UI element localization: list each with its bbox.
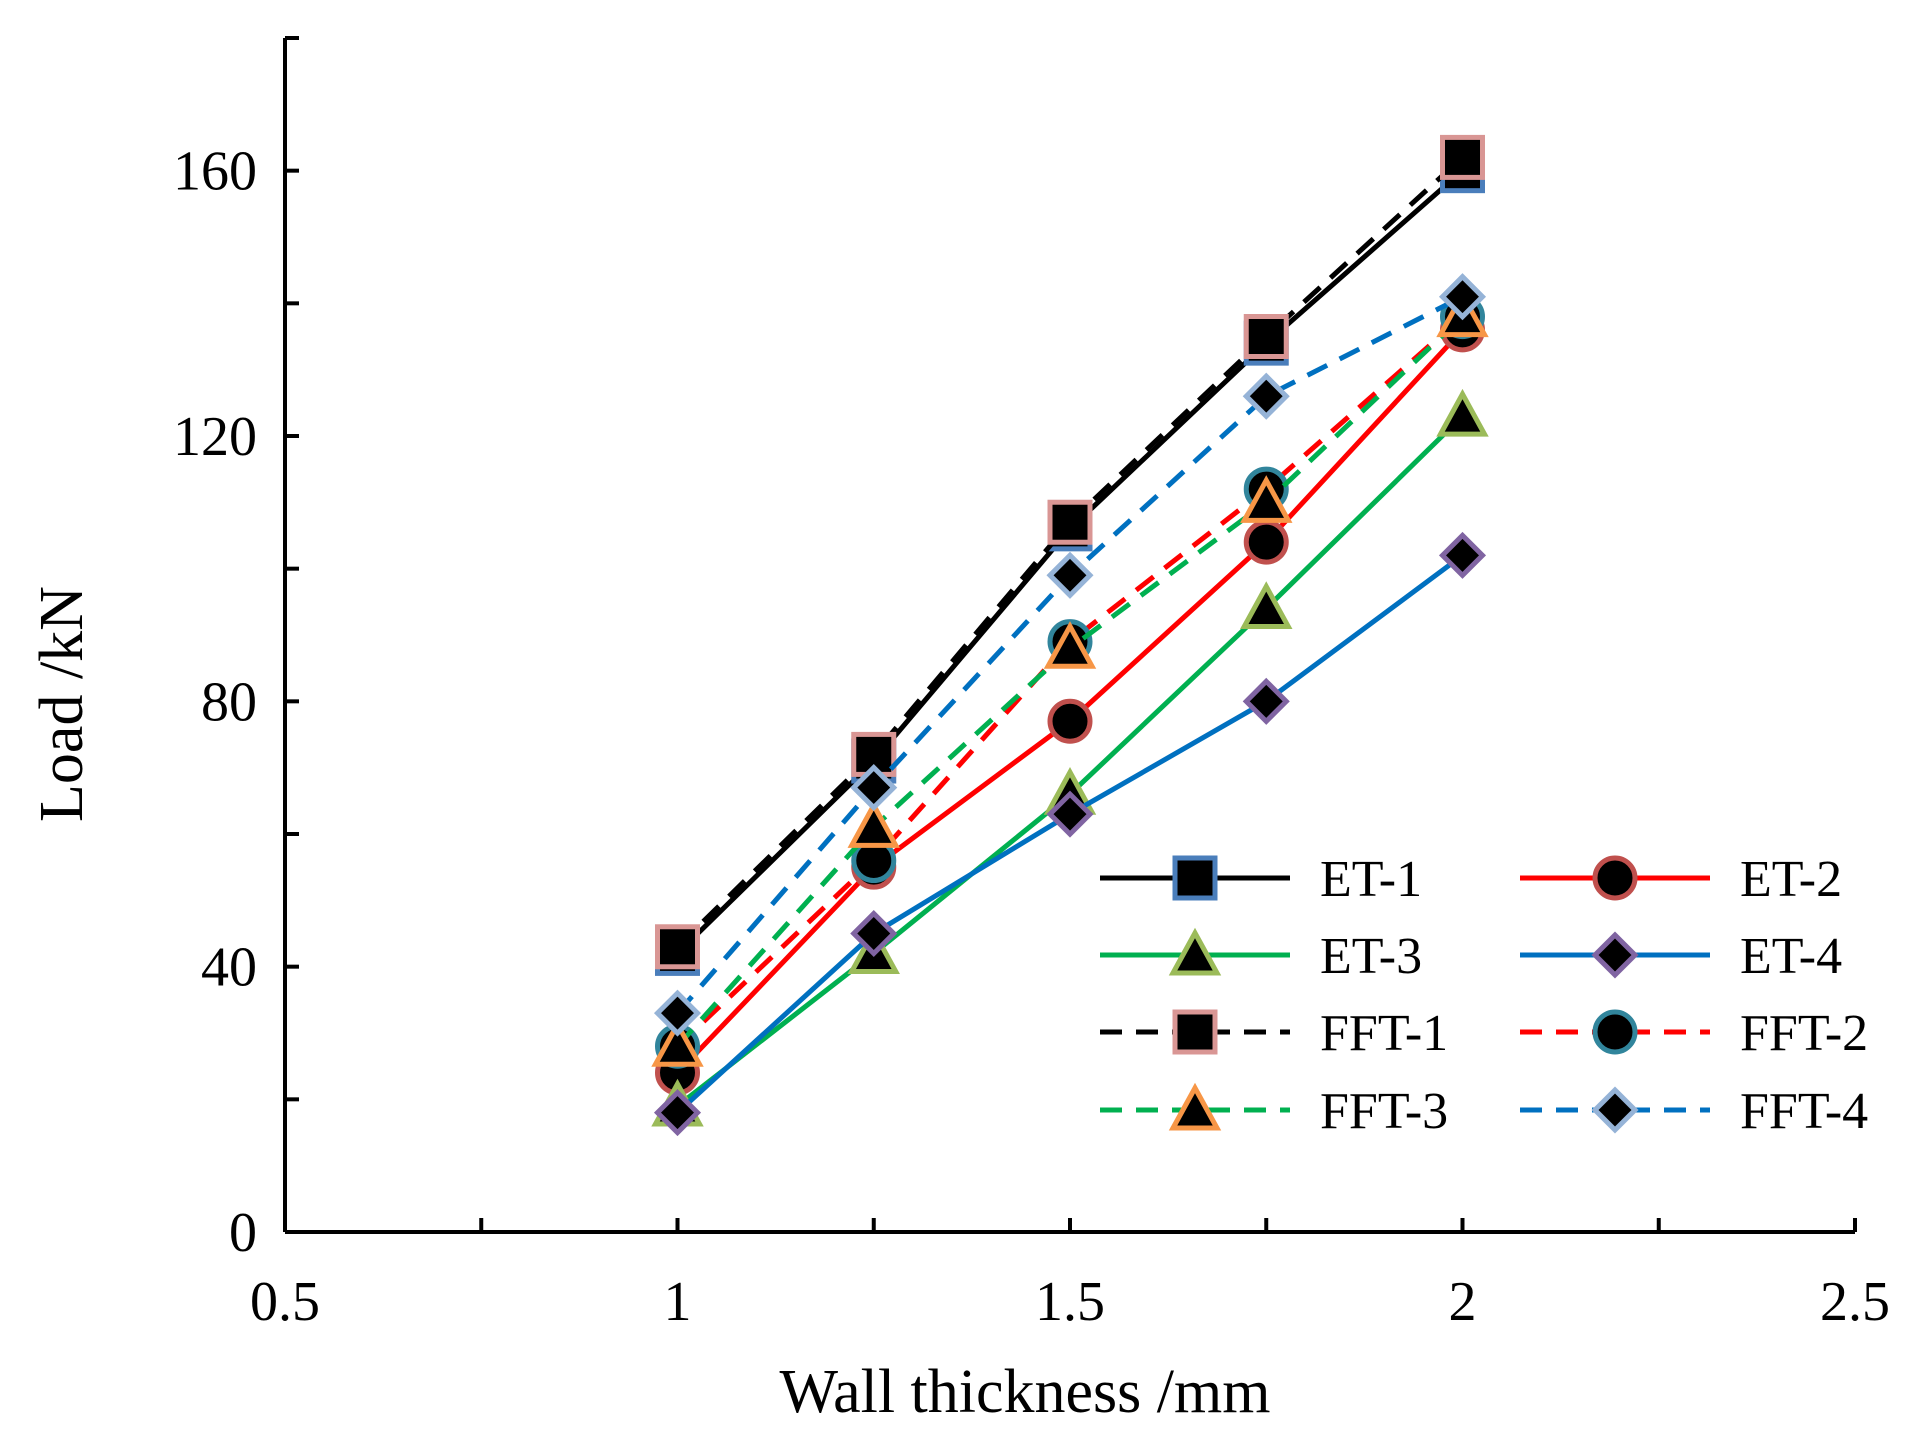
legend-label: ET-2	[1740, 851, 1842, 908]
legend-marker	[1168, 1082, 1222, 1131]
legend-marker	[1591, 1086, 1639, 1134]
legend-label: ET-4	[1740, 928, 1842, 985]
x-tick-label: 2	[1449, 1271, 1477, 1333]
x-tick-label: 0.5	[250, 1271, 320, 1333]
data-point-marker	[1440, 134, 1485, 180]
y-tick-label: 120	[173, 406, 257, 468]
data-point-marker	[850, 764, 898, 812]
legend-marker	[1168, 927, 1222, 976]
data-point-marker	[1047, 698, 1093, 744]
legend-item-fft-4: FFT-4	[1520, 1083, 1868, 1140]
data-point-marker	[1242, 677, 1290, 725]
data-point-marker	[1043, 621, 1097, 669]
y-tick-label: 40	[201, 937, 257, 999]
data-point-marker	[653, 1089, 702, 1137]
series-fft-1	[655, 134, 1485, 970]
legend-item-et-3: ET-3	[1100, 927, 1422, 985]
y-axis-title: Load /kN	[28, 586, 96, 822]
data-point-marker	[1242, 372, 1290, 420]
series-line	[675, 314, 1465, 1049]
legend-item-fft-1: FFT-1	[1100, 1005, 1448, 1062]
x-tick-label: 1	[664, 1271, 692, 1333]
x-tick-label: 1.5	[1035, 1271, 1105, 1333]
y-tick-label: 160	[173, 141, 257, 203]
data-point-marker	[1046, 790, 1094, 838]
legend-item-fft-2: FFT-2	[1520, 1005, 1868, 1062]
legend-item-et-1: ET-1	[1100, 851, 1422, 908]
y-tick-label: 0	[229, 1202, 257, 1264]
data-point-marker	[1240, 475, 1293, 523]
x-tick-label: 2.5	[1820, 1271, 1890, 1333]
tick-labels: 0.5 1 1.5 2 2.5 0 40 80 120 160	[173, 141, 1890, 1333]
axes	[283, 36, 1857, 1234]
data-point-marker	[847, 800, 900, 848]
data-point-marker	[1438, 273, 1487, 321]
data-point-marker	[1243, 314, 1289, 359]
legend-label: FFT-1	[1320, 1005, 1448, 1062]
legend: ET-1 ET-2 ET-3 ET-4 FFT-1 FFT-2 FFT-3 FFT-4	[1100, 851, 1868, 1140]
legend-marker	[1592, 855, 1638, 901]
y-tick-label: 80	[201, 671, 257, 733]
legend-label: FFT-3	[1320, 1083, 1448, 1140]
data-point-marker	[653, 989, 702, 1037]
data-point-marker	[850, 909, 898, 958]
data-point-marker	[651, 1019, 704, 1067]
data-point-marker	[1243, 519, 1289, 565]
data-point-marker	[1438, 531, 1487, 579]
legend-item-et-4: ET-4	[1520, 928, 1842, 985]
legend-label: FFT-4	[1740, 1083, 1868, 1140]
legend-item-et-2: ET-2	[1520, 851, 1842, 908]
data-point-marker	[1436, 388, 1489, 437]
legend-label: FFT-2	[1740, 1005, 1868, 1062]
legend-label: ET-3	[1320, 928, 1422, 985]
legend-marker	[1172, 855, 1218, 901]
data-point-marker	[1047, 499, 1093, 545]
series-layer	[651, 134, 1489, 1137]
data-point-marker	[655, 924, 700, 970]
data-point-marker	[1046, 551, 1094, 599]
series-fft-4	[653, 273, 1487, 1037]
legend-item-fft-3: FFT-3	[1100, 1082, 1448, 1140]
legend-label: ET-1	[1320, 851, 1422, 908]
legend-marker	[1591, 931, 1639, 979]
x-axis-title: Wall thickness /mm	[780, 1358, 1271, 1426]
series-et-4	[653, 531, 1487, 1137]
legend-marker	[1172, 1009, 1218, 1055]
legend-marker	[1592, 1009, 1638, 1055]
data-point-marker	[1240, 581, 1293, 630]
